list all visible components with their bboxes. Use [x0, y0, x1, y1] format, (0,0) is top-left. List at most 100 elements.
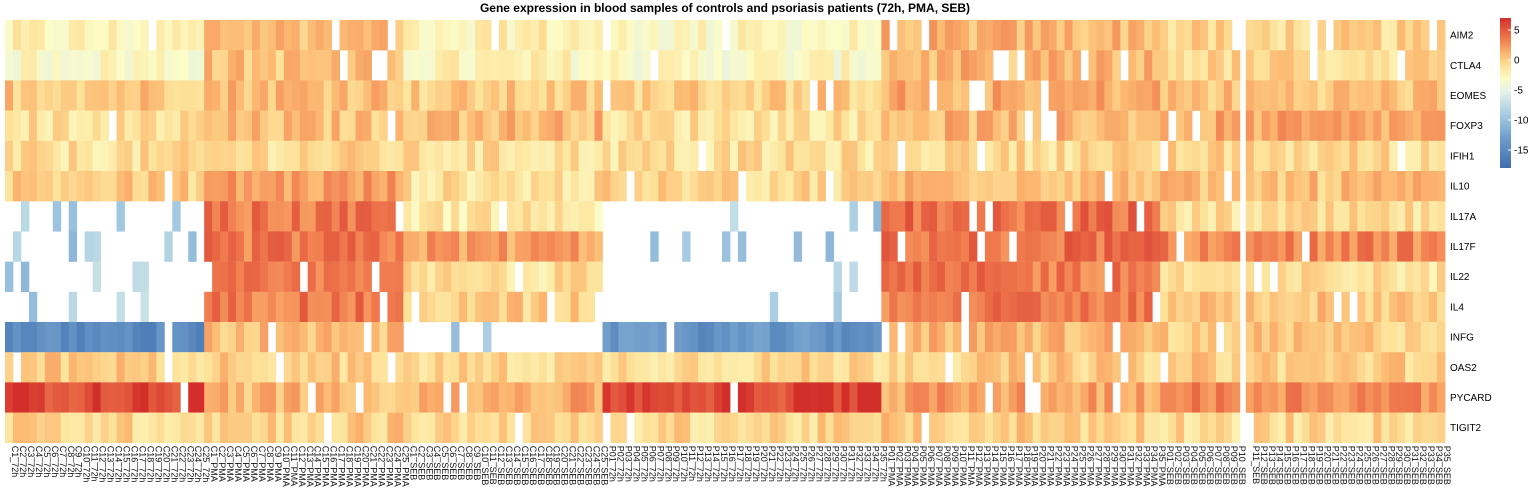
heatmap-cell — [60, 382, 70, 413]
heatmap-cell — [1048, 201, 1057, 232]
heatmap-cell — [451, 80, 460, 111]
heatmap-cell — [323, 261, 333, 292]
heatmap-cell — [395, 110, 404, 141]
heatmap-cell — [1405, 171, 1414, 202]
heatmap-cell — [28, 382, 38, 413]
heatmap-cell — [1277, 20, 1287, 51]
heatmap-cell — [1341, 352, 1350, 383]
heatmap-cell — [212, 20, 221, 51]
column-label: P11_PMA — [966, 446, 976, 486]
heatmap-cell — [785, 80, 795, 111]
heatmap-cell — [530, 171, 540, 202]
heatmap-cell — [1277, 201, 1287, 232]
heatmap-cell — [857, 110, 866, 141]
heatmap-cell — [164, 80, 173, 111]
heatmap-cell — [275, 201, 285, 232]
heatmap-cell — [1349, 50, 1358, 81]
heatmap-cell — [315, 171, 325, 202]
heatmap-cell — [1207, 412, 1217, 443]
heatmap-cell — [443, 231, 452, 262]
heatmap-cell — [1088, 231, 1097, 262]
heatmap-cell — [459, 261, 468, 292]
column-label: P07_72h — [655, 446, 665, 482]
column-label: P32_PMA — [1133, 446, 1143, 487]
heatmap-cell — [1413, 291, 1422, 323]
heatmap-cell — [220, 412, 229, 443]
heatmap-cell — [1365, 50, 1374, 81]
heatmap-cell — [1309, 231, 1318, 262]
heatmap-cell — [1325, 110, 1334, 141]
heatmap-cell — [937, 140, 946, 172]
heatmap-cell — [291, 20, 301, 51]
heatmap-cell — [92, 322, 101, 353]
column-label: P13_72h — [703, 446, 713, 482]
heatmap-cell — [371, 171, 380, 202]
heatmap-cell — [1317, 110, 1326, 141]
heatmap-cell — [1285, 231, 1295, 262]
heatmap-cell — [690, 352, 699, 383]
heatmap-cell — [753, 110, 763, 141]
heatmap-cell — [1253, 412, 1263, 443]
heatmap-cell — [968, 20, 978, 51]
heatmap-cell — [1152, 412, 1161, 443]
heatmap-cell — [554, 140, 564, 172]
heatmap-cell — [1437, 382, 1446, 413]
heatmap-cell — [913, 20, 922, 51]
heatmap-cell — [251, 291, 261, 323]
heatmap-cell — [745, 80, 755, 111]
heatmap-cell — [1245, 261, 1255, 292]
heatmap-cell — [323, 291, 333, 323]
heatmap-cell — [1389, 50, 1398, 81]
heatmap-cell — [1096, 322, 1105, 353]
heatmap-cell — [706, 412, 715, 443]
heatmap-cell — [1325, 382, 1334, 413]
heatmap-cell — [905, 201, 914, 232]
heatmap-cell — [339, 140, 348, 172]
row-label: INFG — [1450, 333, 1474, 344]
column-label: C9_PMA — [273, 446, 283, 482]
heatmap-cell — [283, 322, 293, 353]
heatmap-cell — [299, 382, 309, 413]
heatmap-cell — [259, 110, 269, 141]
heatmap-cell — [5, 322, 14, 353]
heatmap-cell — [164, 412, 173, 443]
heatmap-cell — [984, 261, 994, 292]
heatmap-cell — [546, 382, 556, 413]
heatmap-cell — [483, 291, 492, 323]
heatmap-cell — [1000, 80, 1010, 111]
heatmap-cell — [188, 110, 197, 141]
heatmap-cell — [1200, 291, 1209, 323]
heatmap-cell — [220, 80, 229, 111]
column-label: P08_72h — [663, 446, 673, 482]
heatmap-cell — [841, 140, 850, 172]
heatmap-cell — [594, 171, 603, 202]
heatmap-cell — [467, 20, 476, 51]
heatmap-cell — [722, 80, 731, 111]
heatmap-cell — [1333, 201, 1342, 232]
heatmap-cell — [387, 291, 396, 323]
heatmap-cell — [188, 80, 197, 111]
heatmap-cell — [1032, 261, 1042, 292]
heatmap-cell — [28, 412, 38, 443]
heatmap-cell — [355, 110, 364, 141]
heatmap-cell — [1000, 322, 1010, 353]
heatmap-cell — [961, 171, 970, 202]
heatmap-cell — [1000, 412, 1010, 443]
heatmap-cell — [690, 322, 699, 353]
heatmap-cell — [953, 322, 962, 353]
heatmap-cell — [188, 322, 197, 353]
heatmap-cell — [945, 412, 954, 443]
heatmap-cell — [20, 382, 30, 413]
column-label: C4_72h — [34, 446, 44, 478]
heatmap-cell — [1357, 20, 1366, 51]
heatmap-cell — [204, 412, 213, 443]
heatmap-cell — [881, 110, 890, 141]
heatmap-cell — [355, 231, 364, 262]
heatmap-cell — [1128, 412, 1137, 443]
heatmap-cell — [642, 382, 651, 413]
heatmap-cell — [984, 80, 994, 111]
heatmap-cell — [363, 80, 372, 111]
heatmap-cell — [1040, 171, 1050, 202]
heatmap-cell — [291, 261, 301, 292]
heatmap-cell — [315, 201, 325, 232]
